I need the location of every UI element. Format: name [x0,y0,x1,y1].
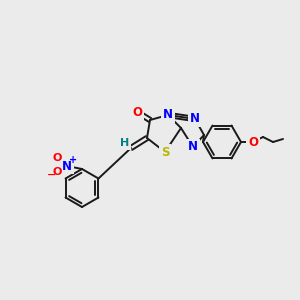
Text: +: + [69,155,77,165]
Text: O: O [52,167,62,177]
Text: O: O [248,136,258,148]
Text: O: O [52,153,62,163]
Text: N: N [188,140,198,154]
Text: H: H [120,138,130,148]
Text: −: − [47,170,57,180]
Text: O: O [132,106,142,118]
Text: N: N [62,160,72,172]
Text: N: N [163,109,173,122]
Text: N: N [190,112,200,125]
Text: S: S [161,146,169,158]
